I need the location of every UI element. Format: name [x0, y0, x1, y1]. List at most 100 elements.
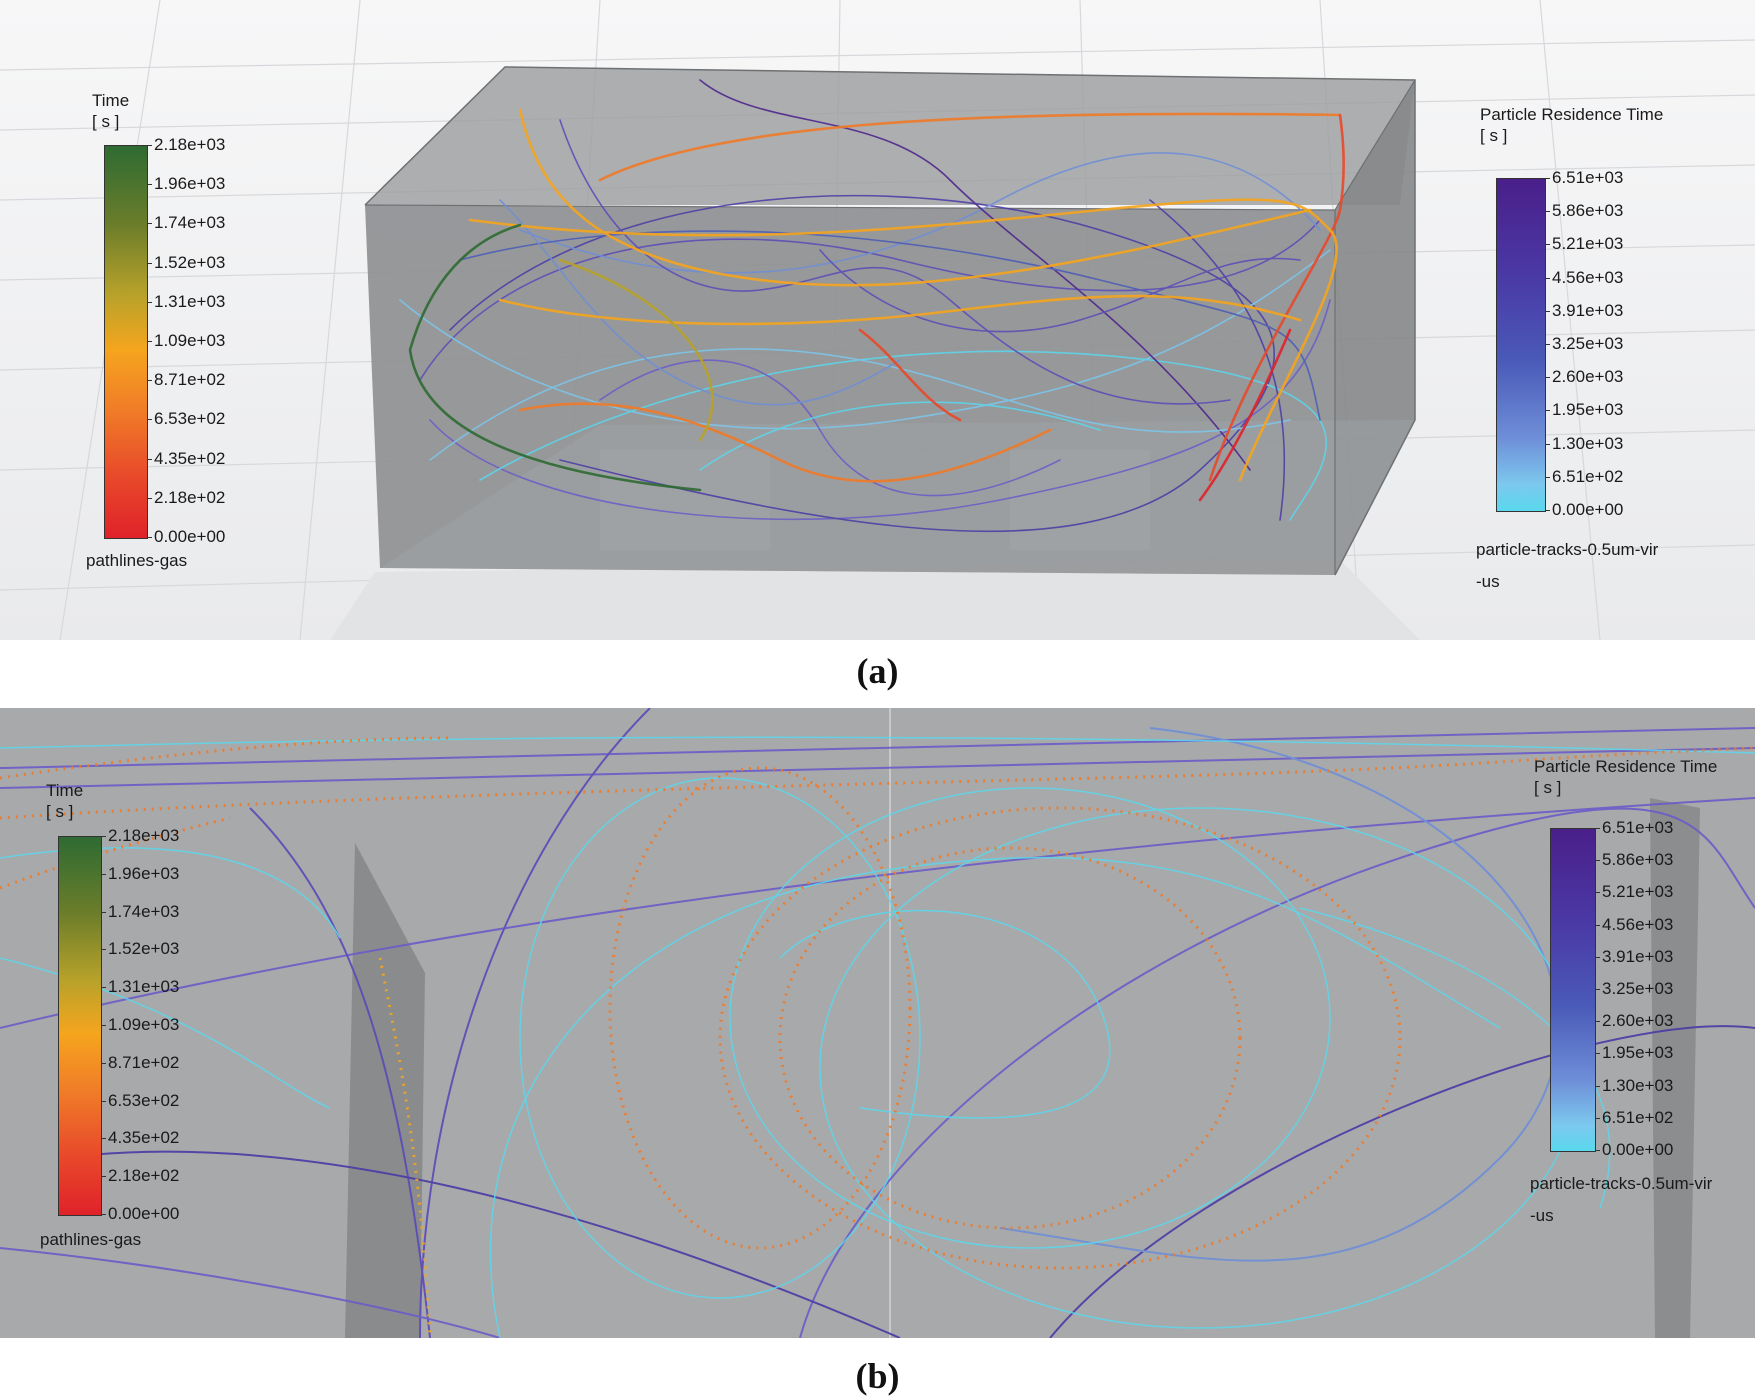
colorbar-tick-label: 4.35e+02	[154, 448, 226, 468]
colorbar-tick-mark	[147, 184, 152, 186]
colorbar-tick-mark	[101, 1062, 106, 1064]
colorbar-tick-mark	[101, 1214, 106, 1215]
time-legend-name: pathlines-gas	[86, 551, 188, 570]
residence-colorbar	[1496, 178, 1546, 512]
colorbar-tick-label: 1.09e+03	[108, 1015, 180, 1034]
colorbar-tick-label: 8.71e+02	[108, 1052, 180, 1072]
colorbar-tick-label: 5.86e+03	[1602, 850, 1674, 870]
panel-b-scene	[0, 708, 1755, 1338]
panel-a-render: Time [ s ] 2.18e+03 1.96e+03 1.74e+03 1.52e…	[0, 0, 1755, 640]
colorbar-tick-mark	[101, 873, 106, 875]
colorbar-tick-mark	[1545, 178, 1550, 179]
colorbar-tick-label: 8.71e+02	[154, 370, 226, 390]
colorbar-tick-label: 1.96e+03	[154, 174, 226, 194]
colorbar-tick-mark	[1545, 344, 1550, 345]
colorbar-tick-mark	[1545, 476, 1550, 478]
gas-dots-b	[0, 736, 1755, 1338]
colorbar-tick-mark	[147, 145, 152, 146]
colorbar-tick-mark	[1595, 924, 1600, 926]
colorbar-tick-mark	[101, 836, 106, 837]
colorbar-tick-label: 1.09e+03	[154, 331, 226, 350]
caption-b: (b)	[855, 1356, 900, 1396]
colorbar-tick-mark	[1595, 1150, 1600, 1151]
colorbar-tick-label: 6.51e+02	[1602, 1107, 1674, 1127]
colorbar-tick-label: 1.95e+03	[1602, 1043, 1674, 1063]
colorbar-tick-label: 5.21e+03	[1552, 234, 1624, 254]
colorbar-tick-mark	[147, 419, 152, 421]
colorbar-tick-label: 1.52e+03	[108, 939, 180, 959]
colorbar-tick-mark	[147, 458, 152, 460]
colorbar-tick-label: 6.51e+02	[1552, 466, 1624, 486]
colorbar-tick-mark	[147, 262, 152, 264]
colorbar-tick-mark	[1545, 377, 1550, 379]
residence-legend-title: Particle Residence Time [ s ]	[1534, 757, 1718, 797]
colorbar-tick-mark	[101, 1138, 106, 1140]
colorbar-tick-label: 5.86e+03	[1552, 201, 1624, 221]
colorbar-tick-label: 4.56e+03	[1552, 267, 1624, 287]
colorbar-tick-label: 2.18e+03	[154, 135, 226, 154]
wall-right	[1650, 798, 1700, 1338]
colorbar-tick-mark	[1595, 892, 1600, 894]
colorbar-tick-label: 1.31e+03	[108, 977, 180, 997]
particle-tracks-b	[0, 708, 1755, 1338]
pathlines-a	[399, 79, 1346, 533]
colorbar-tick-label: 6.51e+03	[1602, 818, 1674, 837]
colorbar-tick-mark	[1595, 1117, 1600, 1119]
colorbar-tick-label: 0.00e+00	[1602, 1140, 1674, 1159]
inner-object-1	[600, 450, 770, 550]
room-box	[364, 66, 1416, 576]
colorbar-tick-label: 1.52e+03	[154, 252, 226, 272]
colorbar-tick-label: 1.31e+03	[154, 291, 226, 311]
colorbar-tick-mark	[147, 341, 152, 342]
colorbar-tick-mark	[147, 497, 152, 499]
colorbar-tick-mark	[101, 987, 106, 989]
colorbar-tick-mark	[1595, 860, 1600, 862]
colorbar-tick-label: 1.30e+03	[1552, 433, 1624, 453]
panel-b-render: Time [ s ] 2.18e+03 1.96e+03 1.74e+03 1.52e…	[0, 708, 1755, 1338]
time-legend-title: Time [ s ]	[46, 781, 84, 821]
colorbar-tick-label: 2.60e+03	[1602, 1011, 1674, 1031]
caption-a: (a)	[856, 651, 899, 691]
colorbar-tick-mark	[147, 223, 152, 225]
colorbar-tick-label: 3.91e+03	[1552, 300, 1624, 320]
residence-legend-b: Particle Residence Time [ s ] 6.51e+03 5.…	[1520, 708, 1755, 1338]
time-legend-title: Time [ s ]	[92, 91, 130, 131]
colorbar-tick-label: 4.35e+02	[108, 1128, 180, 1148]
colorbar-tick-label: 1.74e+03	[108, 901, 180, 921]
colorbar-tick-label: 0.00e+00	[154, 527, 226, 546]
colorbar-tick-mark	[101, 1100, 106, 1102]
colorbar-tick-label: 3.25e+03	[1552, 334, 1624, 353]
colorbar-tick-mark	[101, 1176, 106, 1178]
time-legend-name: pathlines-gas	[40, 1230, 142, 1249]
wall-left	[345, 843, 425, 1338]
particle-tracks	[399, 79, 1331, 533]
residence-legend-name: particle-tracks-0.5um-vir -us	[1476, 540, 1659, 591]
colorbar-tick-mark	[1595, 1053, 1600, 1055]
time-colorbar	[104, 145, 148, 539]
colorbar-tick-mark	[1545, 277, 1550, 279]
box-shadow	[330, 560, 1420, 640]
colorbar-tick-mark	[1545, 211, 1550, 213]
box-top-face	[365, 67, 1415, 205]
colorbar-tick-mark	[1545, 443, 1550, 445]
colorbar-tick-mark	[101, 949, 106, 951]
colorbar-tick-label: 4.56e+03	[1602, 914, 1674, 934]
box-right-face	[1335, 80, 1415, 575]
colorbar-tick-mark	[1545, 310, 1550, 312]
colorbar-tick-mark	[1595, 1021, 1600, 1023]
colorbar-tick-label: 2.18e+02	[154, 487, 226, 507]
colorbar-tick-label: 2.60e+03	[1552, 367, 1624, 387]
colorbar-tick-mark	[1595, 828, 1600, 829]
colorbar-tick-label: 1.95e+03	[1552, 400, 1624, 420]
residence-legend-name: particle-tracks-0.5um-vir -us	[1530, 1174, 1713, 1225]
colorbar-tick-label: 6.53e+02	[154, 409, 226, 429]
colorbar-tick-mark	[101, 911, 106, 913]
colorbar-tick-mark	[147, 301, 152, 303]
inner-object-2	[1010, 450, 1150, 550]
colorbar-tick-label: 0.00e+00	[1552, 500, 1624, 519]
panel-a-scene	[0, 0, 1755, 640]
residence-legend-a: Particle Residence Time [ s ] 6.51e+03 5.…	[1460, 0, 1755, 640]
time-legend-a: Time [ s ] 2.18e+03 1.96e+03 1.74e+03 1.52e…	[0, 0, 300, 640]
colorbar-tick-mark	[1595, 956, 1600, 958]
colorbar-tick-label: 5.21e+03	[1602, 882, 1674, 902]
